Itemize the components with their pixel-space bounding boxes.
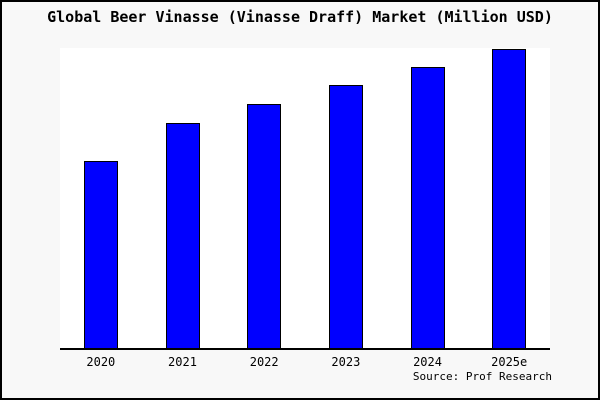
x-tick-label-2022: 2022 [249,355,279,369]
bar-slot [142,48,224,348]
bar-2020 [83,161,118,348]
bar-2023 [328,85,363,348]
bar-slot [60,48,142,348]
x-axis-labels: 2020 2021 2022 2023 2024 2025e [60,355,550,369]
bar-2025e [492,49,527,348]
x-tick-label-2021: 2021 [168,355,197,369]
chart-title: Global Beer Vinasse (Vinasse Draff) Mark… [47,8,553,26]
bar-slot [387,48,469,348]
bar-slot [223,48,305,348]
x-tick-label-2023: 2023 [331,355,361,369]
x-tick-label-2024: 2024 [413,355,442,369]
source-credit: Source: Prof Research [412,370,552,383]
x-tick-label-2020: 2020 [86,355,116,369]
bar-slot [468,48,550,348]
bar-2021 [165,123,200,348]
plot-area [60,48,550,350]
bars-container [60,48,550,348]
bar-2024 [410,67,445,348]
bar-2022 [247,104,282,348]
x-tick-label-2025e: 2025e [491,355,528,369]
bar-slot [305,48,387,348]
